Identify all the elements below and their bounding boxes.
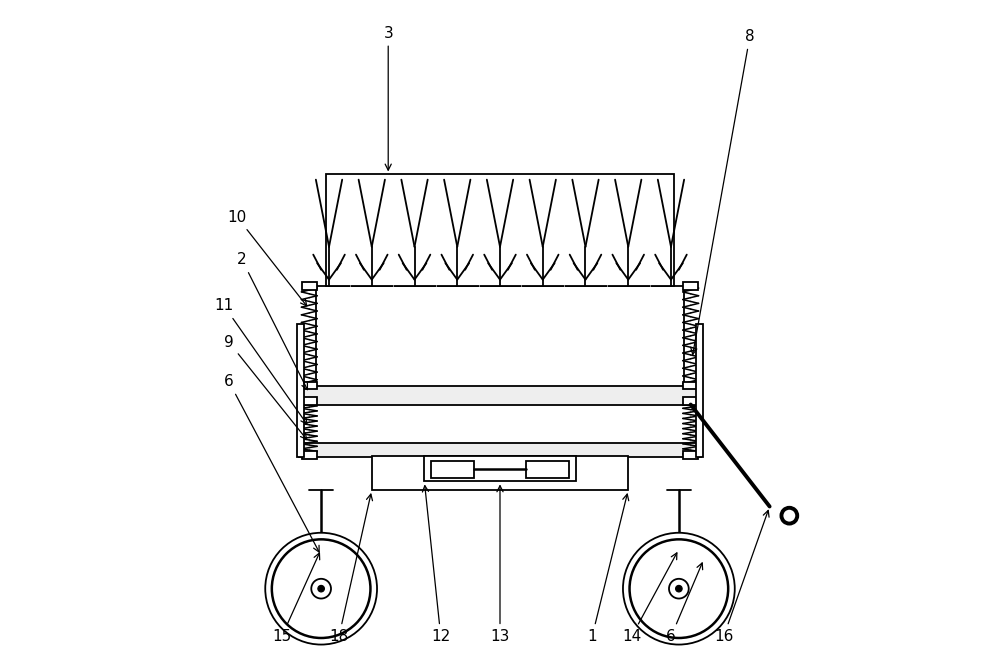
Bar	[683, 397, 698, 405]
Bar	[299, 443, 701, 457]
Bar	[683, 382, 698, 389]
Bar	[683, 282, 698, 290]
Text: 6: 6	[224, 374, 319, 552]
Text: 1: 1	[587, 494, 629, 644]
Circle shape	[630, 539, 728, 638]
Circle shape	[676, 585, 682, 592]
Text: 3: 3	[383, 25, 393, 170]
Circle shape	[781, 508, 797, 523]
Bar	[431, 461, 474, 478]
Circle shape	[318, 585, 324, 592]
Text: 10: 10	[228, 209, 307, 306]
Bar	[372, 456, 628, 490]
Text: 15: 15	[272, 553, 320, 644]
Bar	[683, 451, 698, 459]
Bar	[316, 287, 684, 388]
Text: 18: 18	[329, 494, 373, 644]
Text: 14: 14	[622, 553, 677, 644]
Circle shape	[265, 533, 377, 645]
Circle shape	[272, 539, 370, 638]
Text: 6: 6	[666, 563, 703, 644]
Circle shape	[669, 579, 689, 599]
Circle shape	[311, 579, 331, 599]
Bar	[299, 386, 701, 405]
Bar	[302, 282, 317, 290]
Bar	[302, 382, 317, 389]
Bar	[424, 456, 576, 482]
Text: 12: 12	[422, 486, 450, 644]
Text: 13: 13	[490, 486, 510, 644]
Bar	[302, 397, 317, 405]
Text: 16: 16	[714, 511, 769, 644]
Bar	[302, 451, 317, 459]
Circle shape	[623, 533, 735, 645]
Bar	[526, 461, 569, 478]
Bar	[696, 324, 703, 457]
Text: 11: 11	[214, 299, 307, 424]
Bar	[297, 324, 304, 457]
Text: 2: 2	[237, 252, 307, 390]
Text: 9: 9	[224, 335, 307, 440]
Bar	[326, 174, 674, 287]
Text: 8: 8	[691, 29, 755, 354]
